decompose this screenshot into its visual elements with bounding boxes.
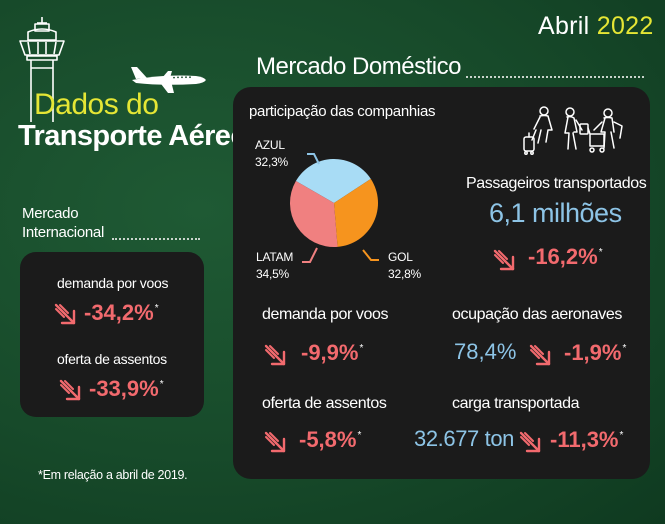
pie-slice-gol xyxy=(334,178,379,247)
international-demand-label: demanda por voos xyxy=(57,275,169,291)
month-label: Abril xyxy=(538,12,590,40)
cargo-value: 32.677 ton xyxy=(414,426,514,451)
pie-label-gol: GOL 32,8% xyxy=(388,250,422,281)
cargo-label: carga transportada xyxy=(452,395,580,412)
occupancy-value: 78,4% xyxy=(454,339,517,364)
main-title-line2: Transporte Aéreo xyxy=(18,120,248,152)
down-trend-arrow-icon xyxy=(518,430,542,454)
down-trend-arrow-icon xyxy=(263,430,287,454)
international-panel xyxy=(20,252,204,417)
down-trend-arrow-icon xyxy=(528,343,552,367)
down-trend-arrow-icon xyxy=(492,248,516,272)
international-title-divider xyxy=(112,238,200,240)
international-seats-value: -33,9%* xyxy=(89,376,164,401)
domestic-seats-change: -5,8%* xyxy=(299,427,362,452)
report-period: Abril 2022 xyxy=(538,12,654,41)
down-trend-arrow-icon xyxy=(53,302,77,326)
international-demand-value: -34,2%* xyxy=(84,300,159,325)
footnote: *Em relação a abril de 2019. xyxy=(38,468,188,482)
down-trend-arrow-icon xyxy=(58,378,82,402)
passengers-label: Passageiros transportados xyxy=(466,175,647,192)
domestic-demand-change: -9,9%* xyxy=(301,340,364,365)
international-title-line2: Internacional xyxy=(22,224,104,241)
international-title-line1: Mercado xyxy=(22,205,79,222)
domestic-demand-label: demanda por voos xyxy=(262,306,389,323)
pie-label-latam: LATAM 34,5% xyxy=(256,250,294,281)
international-market-title: Mercado Internacional xyxy=(22,204,104,242)
pie-leader-gol xyxy=(362,249,379,261)
pie-leader-azul xyxy=(307,153,320,165)
travelers-icon xyxy=(523,106,623,155)
passengers-change: -16,2%* xyxy=(528,244,603,269)
pie-slice-latam xyxy=(289,181,338,247)
passengers-value: 6,1 milhões xyxy=(489,198,622,228)
international-seats-label: oferta de assentos xyxy=(57,351,167,367)
domestic-panel xyxy=(233,87,650,479)
pie-label-azul: AZUL 32,3% xyxy=(255,138,289,169)
domestic-seats-label: oferta de assentos xyxy=(262,395,387,412)
occupancy-label: ocupação das aeronaves xyxy=(452,306,622,323)
main-title-line1: Dados do xyxy=(34,88,159,121)
share-title: participação das companhias xyxy=(249,103,436,120)
pie-slice-azul xyxy=(295,158,371,203)
airplane-icon xyxy=(131,67,206,93)
domestic-title-divider xyxy=(466,76,644,78)
year-label: 2022 xyxy=(596,12,654,40)
market-share-pie xyxy=(289,158,379,247)
control-tower-icon xyxy=(19,17,65,122)
pie-leader-latam xyxy=(302,247,318,263)
domestic-market-title: Mercado Doméstico xyxy=(256,53,461,80)
cargo-change: -11,3%* xyxy=(550,427,624,452)
down-trend-arrow-icon xyxy=(263,343,287,367)
occupancy-change: -1,9%* xyxy=(564,340,627,365)
